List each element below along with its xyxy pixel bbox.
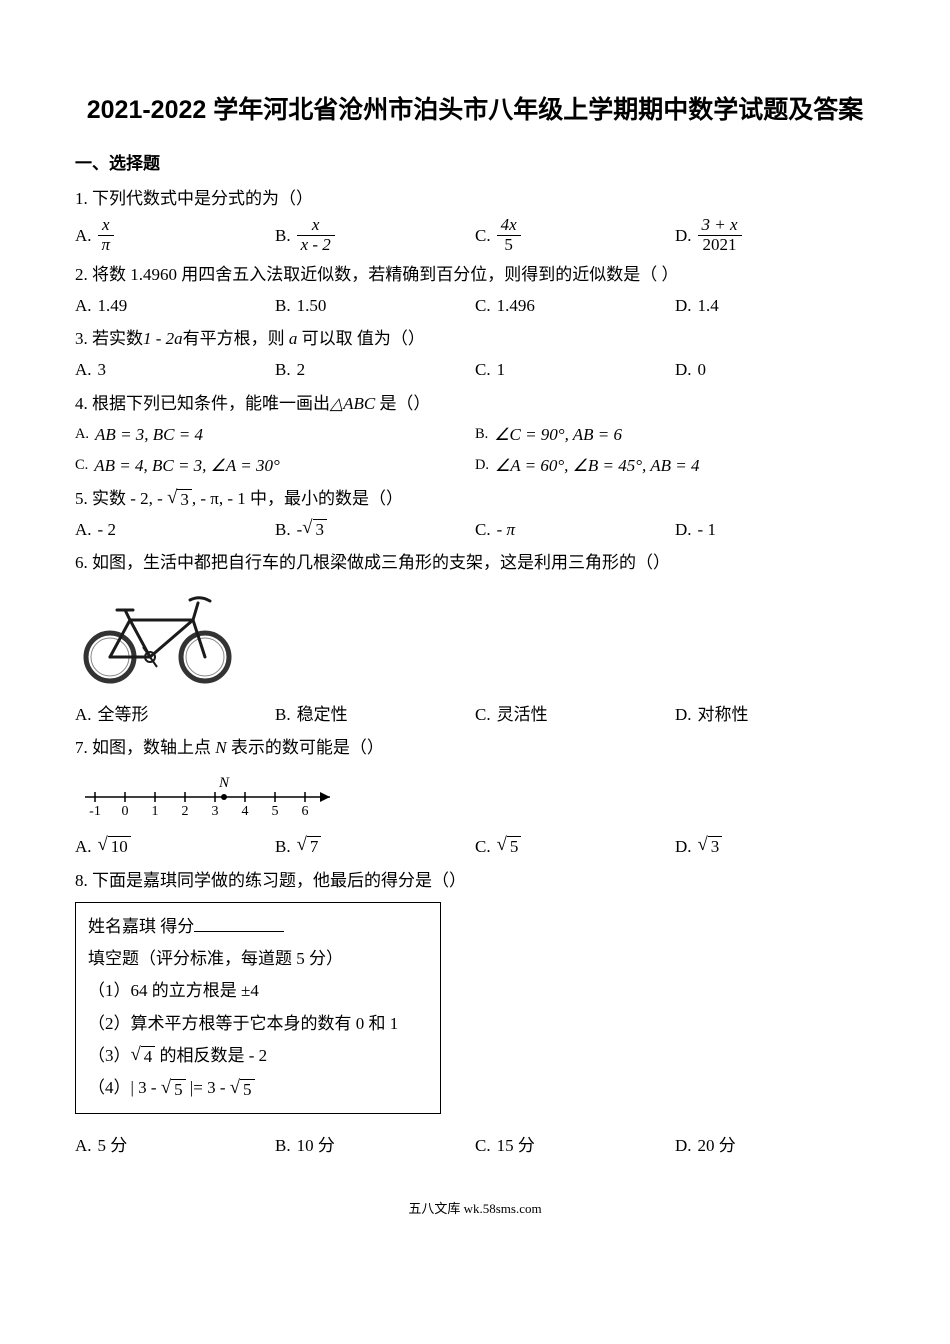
page-footer: 五八文库 wk.58sms.com [75,1199,875,1220]
question-1: 1. 下列代数式中是分式的为（） A. x π B. x x - 2 C. 4x [75,185,875,255]
q3-option-c: C.1 [475,356,675,383]
svg-text:6: 6 [302,804,309,817]
q3-options: A.3 B.2 C.1 D.0 [75,356,875,383]
q5-option-b: B.- √3 [275,516,475,543]
question-4: 4. 根据下列已知条件，能唯一画出△ABC 是（） A.AB = 3, BC =… [75,390,875,480]
q4-option-b: B.∠C = 90°, AB = 6 [475,421,622,448]
q7-option-c: C.√5 [475,833,675,860]
bicycle-icon [75,585,245,685]
svg-text:1: 1 [152,804,159,817]
q5-option-a: A.- 2 [75,516,275,543]
q3-option-b: B.2 [275,356,475,383]
q1-stem: 1. 下列代数式中是分式的为（） [75,185,875,212]
q7-option-b: B.√7 [275,833,475,860]
numberline-icon: -1 0 1 2 3 4 5 6 N [75,769,355,817]
numberline-figure: -1 0 1 2 3 4 5 6 N [75,769,875,825]
question-6: 6. 如图，生活中都把自行车的几根梁做成三角形的支架，这是利用三角形的（） [75,549,875,728]
q4-option-a: A.AB = 3, BC = 4 [75,421,475,448]
svg-text:3: 3 [212,804,219,817]
q4-options-row2: C.AB = 4, BC = 3, ∠A = 30° D.∠A = 60°, ∠… [75,452,875,479]
q8-option-d: D.20 分 [675,1132,736,1159]
q2-option-a: A.1.49 [75,292,275,319]
q8-option-c: C.15 分 [475,1132,675,1159]
q1-options: A. x π B. x x - 2 C. 4x 5 [75,216,875,254]
q5-option-d: D.- 1 [675,516,716,543]
q7-option-d: D.√3 [675,833,722,860]
svg-text:2: 2 [182,804,189,817]
q6-stem: 6. 如图，生活中都把自行车的几根梁做成三角形的支架，这是利用三角形的（） [75,549,875,576]
exam-page: 2021-2022 学年河北省沧州市泊头市八年级上学期期中数学试题及答案 一、选… [0,0,950,1260]
q2-option-c: C.1.496 [475,292,675,319]
svg-text:N: N [218,775,230,791]
question-7: 7. 如图，数轴上点 N 表示的数可能是（） -1 0 1 2 3 4 5 6 N A.√10 … [75,734,875,861]
svg-text:5: 5 [272,804,279,817]
practice-box: 姓名嘉琪 得分 填空题（评分标准，每道题 5 分） （1）64 的立方根是 ±4… [75,902,441,1114]
q6-option-a: A.全等形 [75,701,275,728]
q3-option-d: D.0 [675,356,706,383]
svg-text:-1: -1 [89,804,101,817]
svg-text:0: 0 [122,804,129,817]
q4-option-d: D.∠A = 60°, ∠B = 45°, AB = 4 [475,452,699,479]
box-item3: （3）√4 的相反数是 - 2 [88,1040,428,1072]
box-line1: 姓名嘉琪 得分 [88,911,428,943]
q1-option-a: A. x π [75,216,275,254]
q5-options: A.- 2 B.- √3 C.- π D.- 1 [75,516,875,543]
q4-stem: 4. 根据下列已知条件，能唯一画出△ABC 是（） [75,390,875,417]
q1-option-d: D. 3 + x 2021 [675,216,742,254]
q8-option-a: A.5 分 [75,1132,275,1159]
q5-stem: 5. 实数 - 2, - √3, - π, - 1 中，最小的数是（） [75,485,875,512]
question-3: 3. 若实数1 - 2a有平方根，则 a 可以取 值为（） A.3 B.2 C.… [75,325,875,383]
q7-option-a: A.√10 [75,833,275,860]
q5-option-c: C.- π [475,516,675,543]
box-line2: 填空题（评分标准，每道题 5 分） [88,943,428,975]
q2-stem: 2. 将数 1.4960 用四舍五入法取近似数，若精确到百分位，则得到的近似数是… [75,261,875,288]
score-blank [194,912,284,932]
exam-title: 2021-2022 学年河北省沧州市泊头市八年级上学期期中数学试题及答案 [75,90,875,130]
q8-stem: 8. 下面是嘉琪同学做的练习题，他最后的得分是（） [75,867,875,894]
q6-options: A.全等形 B.稳定性 C.灵活性 D.对称性 [75,701,875,728]
q8-options: A.5 分 B.10 分 C.15 分 D.20 分 [75,1132,875,1159]
q2-options: A.1.49 B.1.50 C.1.496 D.1.4 [75,292,875,319]
question-8: 8. 下面是嘉琪同学做的练习题，他最后的得分是（） 姓名嘉琪 得分 填空题（评分… [75,867,875,1159]
q1-option-b: B. x x - 2 [275,216,475,254]
box-item1: （1）64 的立方根是 ±4 [88,975,428,1007]
q3-stem: 3. 若实数1 - 2a有平方根，则 a 可以取 值为（） [75,325,875,352]
q2-option-d: D.1.4 [675,292,719,319]
svg-text:4: 4 [242,804,249,817]
question-5: 5. 实数 - 2, - √3, - π, - 1 中，最小的数是（） A.- … [75,485,875,543]
q6-option-b: B.稳定性 [275,701,475,728]
q6-option-d: D.对称性 [675,701,749,728]
bicycle-figure [75,585,875,693]
box-item4: （4）| 3 - √5 |= 3 - √5 [88,1072,428,1104]
q3-option-a: A.3 [75,356,275,383]
q4-options-row1: A.AB = 3, BC = 4 B.∠C = 90°, AB = 6 [75,421,875,448]
question-2: 2. 将数 1.4960 用四舍五入法取近似数，若精确到百分位，则得到的近似数是… [75,261,875,319]
q6-option-c: C.灵活性 [475,701,675,728]
q2-option-b: B.1.50 [275,292,475,319]
q8-option-b: B.10 分 [275,1132,475,1159]
q7-stem: 7. 如图，数轴上点 N 表示的数可能是（） [75,734,875,761]
q4-option-c: C.AB = 4, BC = 3, ∠A = 30° [75,452,475,479]
section-1-heading: 一、选择题 [75,150,875,177]
q7-options: A.√10 B.√7 C.√5 D.√3 [75,833,875,860]
box-item2: （2）算术平方根等于它本身的数有 0 和 1 [88,1008,428,1040]
q1-option-c: C. 4x 5 [475,216,675,254]
